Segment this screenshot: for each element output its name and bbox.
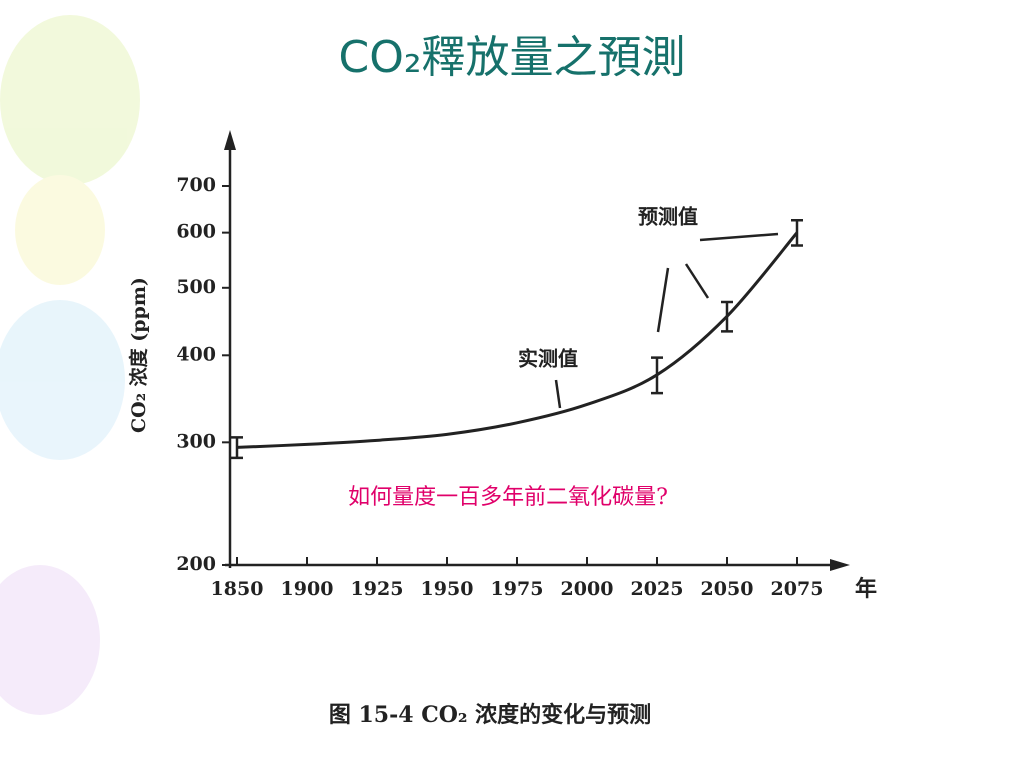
- x-tick-label: 2000: [561, 578, 614, 600]
- error-bar: [231, 436, 243, 460]
- annotation-pointers: [554, 232, 779, 409]
- y-axis-label: CO₂ 浓度 (ppm): [127, 277, 150, 433]
- balloon-decoration: [0, 15, 140, 715]
- slide-title: CO₂釋放量之預測: [339, 32, 686, 83]
- y-tick-label: 700: [176, 174, 216, 196]
- error-bar: [721, 300, 733, 333]
- annotation: 预测值: [638, 205, 698, 229]
- x-tick-label: 1850: [211, 578, 264, 600]
- y-tick-label: 500: [176, 276, 216, 298]
- x-tick-label: 1975: [491, 578, 544, 600]
- question-text: 如何量度一百多年前二氧化碳量?: [348, 485, 668, 510]
- y-tick-label: 300: [176, 430, 216, 452]
- x-tick-label: 1950: [421, 578, 474, 600]
- data-line: [236, 231, 799, 449]
- x-unit: 年: [855, 576, 877, 602]
- y-tick-label: 600: [176, 221, 216, 243]
- y-tick-label: 200: [176, 553, 216, 575]
- x-tick-label: 1900: [281, 578, 334, 600]
- error-bar: [791, 219, 803, 247]
- x-arrow: [830, 559, 850, 571]
- y-tick-label: 400: [176, 343, 216, 365]
- y-arrow: [224, 130, 236, 150]
- x-tick-label: 2075: [771, 578, 824, 600]
- x-tick-label: 2025: [631, 578, 684, 600]
- x-tick-label: 1925: [351, 578, 404, 600]
- caption: 图 15-4 CO₂ 浓度的变化与预测: [329, 702, 651, 728]
- x-tick-label: 2050: [701, 578, 754, 600]
- error-bar: [651, 356, 663, 395]
- annotation: 实测值: [518, 347, 578, 371]
